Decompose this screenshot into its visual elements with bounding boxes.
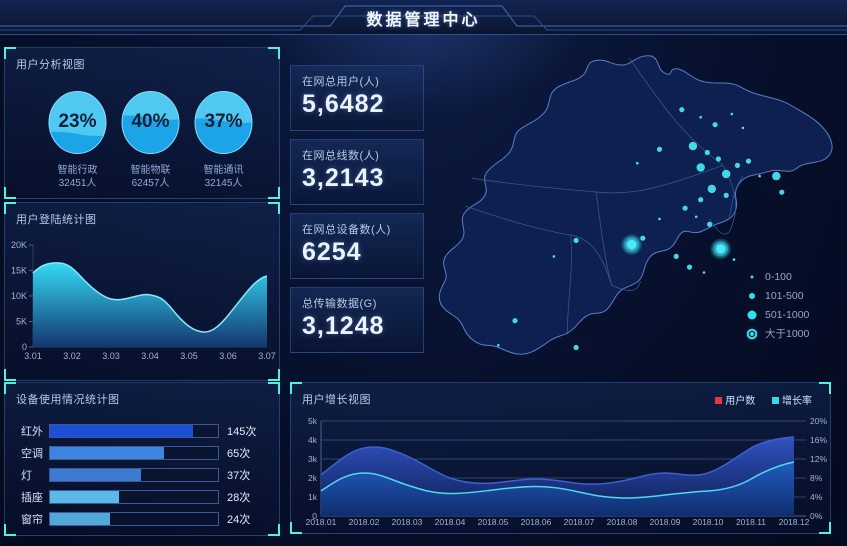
svg-text:3k: 3k bbox=[308, 454, 318, 464]
svg-text:3.03: 3.03 bbox=[102, 351, 120, 361]
svg-text:2018.07: 2018.07 bbox=[564, 517, 595, 526]
svg-text:2018.06: 2018.06 bbox=[521, 517, 552, 526]
svg-text:3.05: 3.05 bbox=[180, 351, 198, 361]
svg-text:5k: 5k bbox=[308, 416, 318, 426]
svg-text:8%: 8% bbox=[810, 473, 823, 483]
svg-text:2018.08: 2018.08 bbox=[607, 517, 638, 526]
svg-text:2k: 2k bbox=[308, 473, 318, 483]
svg-text:0%: 0% bbox=[810, 511, 823, 521]
svg-text:2018.03: 2018.03 bbox=[392, 517, 423, 526]
svg-text:2018.04: 2018.04 bbox=[435, 517, 466, 526]
svg-text:2018.12: 2018.12 bbox=[779, 517, 810, 526]
svg-text:2018.11: 2018.11 bbox=[736, 517, 766, 526]
svg-text:2018.10: 2018.10 bbox=[693, 517, 724, 526]
svg-text:15K: 15K bbox=[11, 266, 27, 276]
svg-text:10K: 10K bbox=[11, 291, 27, 301]
svg-text:4k: 4k bbox=[308, 435, 318, 445]
svg-text:3.02: 3.02 bbox=[63, 351, 81, 361]
svg-text:2018.05: 2018.05 bbox=[478, 517, 509, 526]
svg-text:2018.02: 2018.02 bbox=[349, 517, 380, 526]
svg-text:3.07: 3.07 bbox=[258, 351, 276, 361]
svg-text:1k: 1k bbox=[308, 492, 318, 502]
svg-text:16%: 16% bbox=[810, 435, 827, 445]
svg-text:5K: 5K bbox=[16, 317, 27, 327]
svg-text:4%: 4% bbox=[810, 492, 823, 502]
svg-text:2018.01: 2018.01 bbox=[306, 517, 337, 526]
svg-text:3.06: 3.06 bbox=[219, 351, 237, 361]
svg-text:20K: 20K bbox=[11, 240, 27, 250]
svg-text:20%: 20% bbox=[810, 416, 827, 426]
svg-text:3.01: 3.01 bbox=[24, 351, 42, 361]
svg-text:2018.09: 2018.09 bbox=[650, 517, 681, 526]
svg-text:3.04: 3.04 bbox=[141, 351, 159, 361]
svg-text:12%: 12% bbox=[810, 454, 827, 464]
